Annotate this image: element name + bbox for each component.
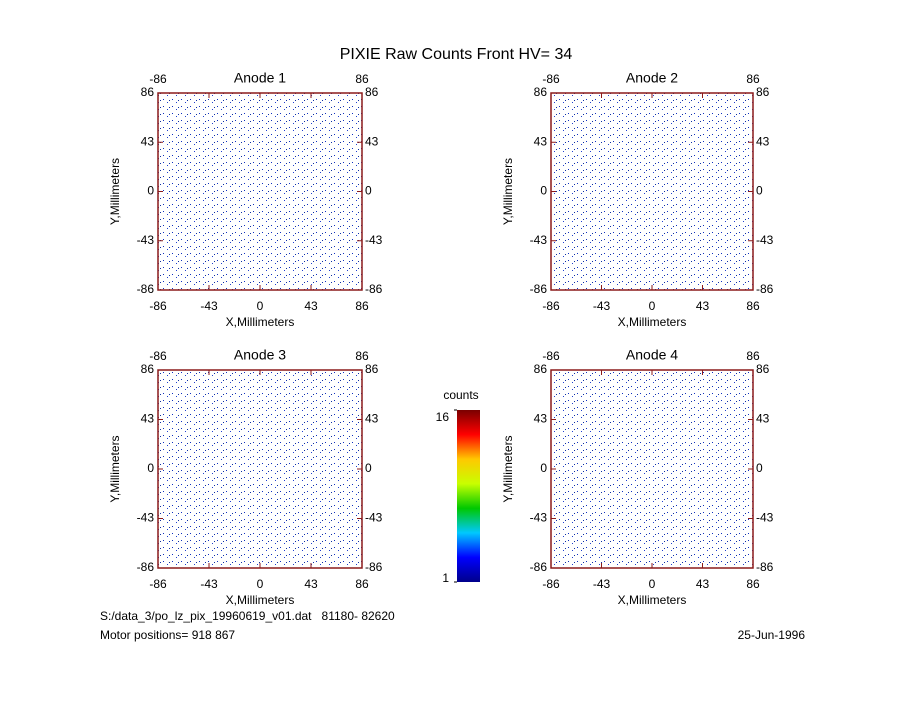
y-tick-label: -86 [137,560,155,574]
x-tick-label: -86 [542,577,560,591]
y-right-tick-label: 86 [365,362,379,376]
y-right-tick-label: 43 [756,412,770,426]
y-tick-label: 86 [141,85,155,99]
x-tick-label: -43 [200,299,218,313]
y-tick-label: 0 [147,184,154,198]
y-right-tick-label: -43 [365,511,383,525]
y-tick-label: -43 [530,233,548,247]
x-axis-label: X,Millimeters [226,315,295,329]
plot-area [157,92,363,291]
x-tick-label: 0 [649,299,656,313]
colorbar-tick-label: 1 [442,571,449,585]
y-right-tick-label: 43 [365,412,379,426]
y-right-tick-label: -43 [365,233,383,247]
x-tick-label: -43 [593,299,611,313]
y-axis-label: Y,Millimeters [108,435,122,502]
x-tick-label: -86 [149,577,167,591]
x-tick-label: -86 [542,299,560,313]
x-tick-label: 0 [257,299,264,313]
y-tick-label: 86 [534,362,548,376]
y-right-tick-label: 0 [365,184,372,198]
y-right-tick-label: 86 [756,85,770,99]
plot-area [157,369,363,569]
y-right-tick-label: 86 [756,362,770,376]
panel-title: Anode 3 [234,347,286,363]
y-right-tick-label: -43 [756,511,774,525]
y-right-tick-label: 43 [365,134,379,148]
plot-area [550,92,754,291]
y-tick-label: -43 [137,233,155,247]
motor-note: Motor positions= 918 867 [100,628,235,642]
y-tick-label: 43 [534,412,548,426]
y-right-tick-label: 0 [365,461,372,475]
x-tick-label: 43 [304,577,318,591]
colorbar-tick-label: 16 [436,410,450,424]
x-top-tick-label: -86 [149,349,167,363]
y-tick-label: -43 [137,511,155,525]
y-tick-label: -86 [530,282,548,296]
y-right-tick-label: -86 [756,560,774,574]
y-tick-label: 43 [141,134,155,148]
y-tick-label: -43 [530,511,548,525]
y-tick-label: 0 [147,461,154,475]
figure-title: PIXIE Raw Counts Front HV= 34 [340,46,573,63]
colorbar [457,410,480,582]
y-tick-label: 43 [534,134,548,148]
x-top-tick-label: -86 [542,349,560,363]
x-top-tick-label: -86 [149,72,167,86]
date-note: 25-Jun-1996 [738,628,806,642]
y-axis-label: Y,Millimeters [501,435,515,502]
file-note: S:/data_3/po_lz_pix_19960619_v01.dat 811… [100,609,395,623]
y-right-tick-label: -86 [756,282,774,296]
plot-area [550,369,754,569]
x-tick-label: 43 [696,577,710,591]
x-tick-label: 86 [355,299,369,313]
y-axis-label: Y,Millimeters [108,158,122,225]
panel-title: Anode 2 [626,70,678,86]
x-axis-label: X,Millimeters [226,593,295,607]
x-axis-label: X,Millimeters [618,315,687,329]
y-right-tick-label: 0 [756,461,763,475]
x-top-tick-label: 86 [746,72,760,86]
x-tick-label: -86 [149,299,167,313]
colorbar-label: counts [443,388,478,402]
x-tick-label: 43 [304,299,318,313]
y-right-tick-label: -43 [756,233,774,247]
x-tick-label: -43 [593,577,611,591]
y-tick-label: 0 [540,184,547,198]
x-tick-label: 43 [696,299,710,313]
x-tick-label: 86 [746,577,760,591]
x-tick-label: 86 [355,577,369,591]
y-tick-label: -86 [137,282,155,296]
y-right-tick-label: 86 [365,85,379,99]
y-axis-label: Y,Millimeters [501,158,515,225]
y-right-tick-label: -86 [365,560,383,574]
y-tick-label: 0 [540,461,547,475]
y-right-tick-label: 43 [756,134,770,148]
y-tick-label: 86 [534,85,548,99]
x-top-tick-label: 86 [355,349,369,363]
x-tick-label: 0 [649,577,656,591]
y-right-tick-label: 0 [756,184,763,198]
x-top-tick-label: 86 [746,349,760,363]
y-right-tick-label: -86 [365,282,383,296]
x-axis-label: X,Millimeters [618,593,687,607]
y-tick-label: 86 [141,362,155,376]
x-tick-label: 0 [257,577,264,591]
x-top-tick-label: -86 [542,72,560,86]
x-tick-label: 86 [746,299,760,313]
panel-title: Anode 4 [626,347,678,363]
x-tick-label: -43 [200,577,218,591]
y-tick-label: 43 [141,412,155,426]
y-tick-label: -86 [530,560,548,574]
panel-title: Anode 1 [234,70,286,86]
x-top-tick-label: 86 [355,72,369,86]
